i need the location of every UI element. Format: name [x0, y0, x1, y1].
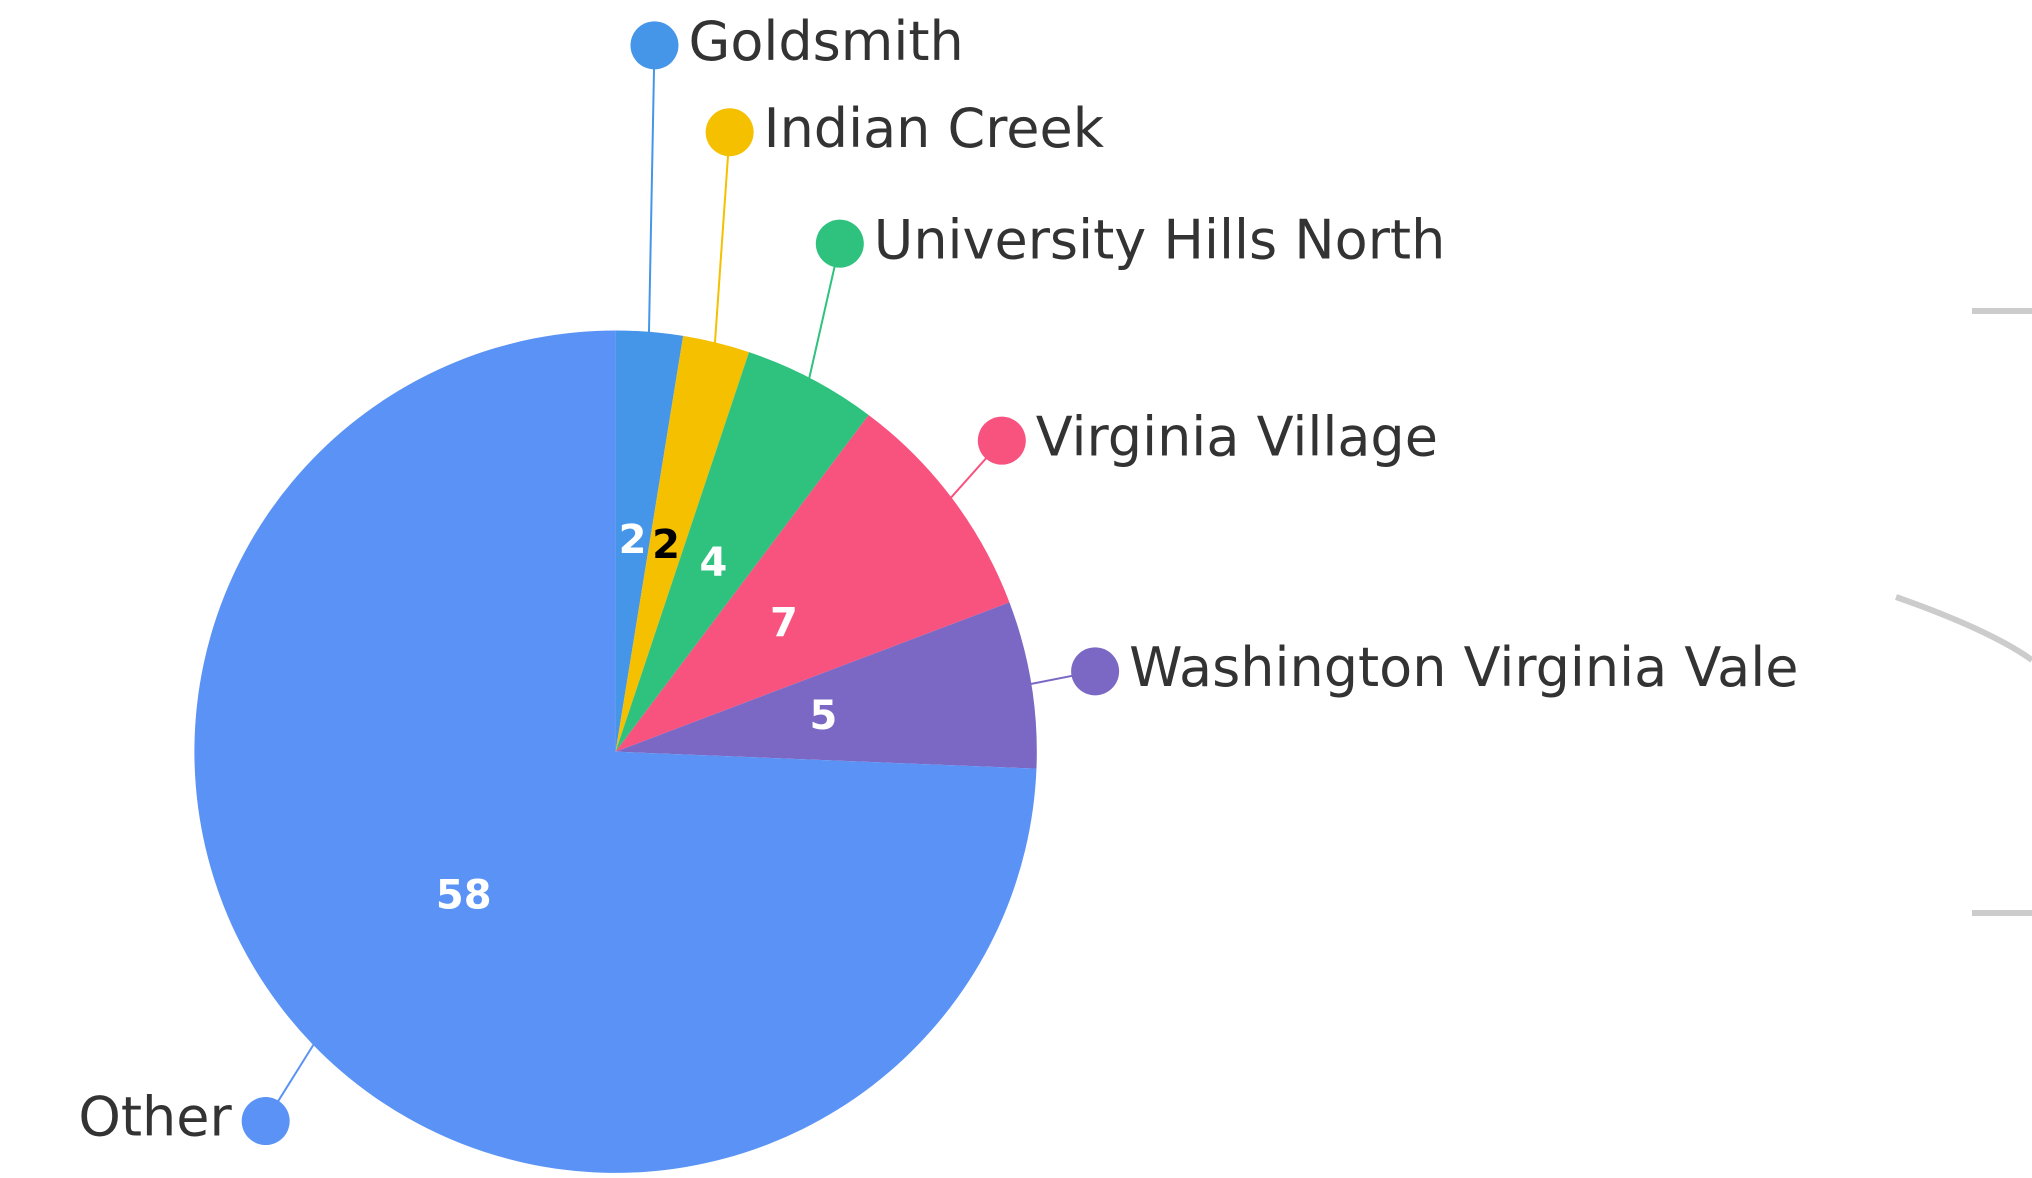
- legend-dot: [977, 416, 1026, 465]
- background-decoration: [1895, 308, 2032, 916]
- value-label: 58: [436, 873, 492, 919]
- legend-dot: [705, 108, 754, 157]
- leader-line: [647, 45, 656, 341]
- leader-line: [806, 243, 841, 387]
- pie-slice: [615, 602, 1037, 769]
- category-label: Other: [78, 1086, 232, 1149]
- value-label: 5: [810, 693, 838, 739]
- pie-slice: [615, 335, 749, 752]
- category-label: Goldsmith: [688, 10, 963, 73]
- category-label: University Hills North: [874, 208, 1446, 271]
- pie-slice: [194, 330, 1037, 1173]
- legend-dot: [815, 219, 864, 268]
- legend-dot: [1071, 647, 1120, 696]
- legend-dot: [630, 21, 679, 70]
- category-label: Virginia Village: [1036, 405, 1438, 468]
- pie-slice: [615, 414, 1010, 752]
- category-label: Washington Virginia Vale: [1129, 636, 1798, 699]
- value-label: 2: [619, 517, 647, 563]
- value-label: 7: [770, 600, 798, 646]
- legend-dot: [241, 1097, 290, 1146]
- pie-slice: [615, 330, 684, 752]
- category-label: Indian Creek: [764, 97, 1105, 160]
- value-label: 2: [652, 522, 680, 568]
- pie-slice: [615, 352, 869, 752]
- value-label: 4: [700, 540, 728, 586]
- leader-line: [713, 132, 731, 351]
